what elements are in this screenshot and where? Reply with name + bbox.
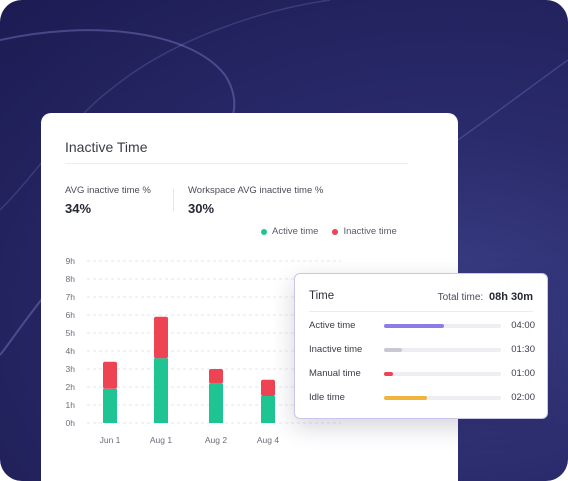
tooltip-row-fill — [384, 396, 428, 400]
y-tick-label: 1h — [66, 400, 76, 410]
y-tick-label: 5h — [66, 328, 76, 338]
tooltip-row: Active time 04:00 — [309, 320, 535, 334]
x-tick-label: Aug 1 — [150, 435, 172, 445]
workspace-avg-inactive-value: 30% — [188, 201, 215, 216]
stat-separator — [173, 189, 174, 211]
bar-segment — [103, 388, 117, 423]
legend-item-active[interactable]: Active time — [261, 226, 318, 237]
card-divider — [65, 163, 408, 164]
legend-dot-inactive — [332, 228, 339, 235]
bar-segment — [103, 361, 117, 389]
tooltip-total: Total time: 08h 30m — [438, 291, 533, 303]
tooltip-row-value: 04:00 — [511, 320, 535, 331]
tooltip-row-fill — [384, 324, 444, 328]
tooltip-row-fill — [384, 372, 394, 376]
bar-segment — [261, 379, 275, 396]
tooltip-row-value: 01:30 — [511, 344, 535, 355]
tooltip-total-label: Total time: — [437, 292, 484, 303]
tooltip-row-label: Inactive time — [309, 344, 363, 355]
tooltip-row-track — [384, 324, 501, 328]
tooltip-row: Manual time 01:00 — [309, 368, 535, 382]
tooltip-row-track — [384, 396, 501, 400]
tooltip-row-fill — [384, 348, 402, 352]
bar-segment — [209, 369, 223, 384]
tooltip-title: Time — [309, 290, 335, 302]
bar-segment — [154, 316, 168, 359]
y-tick-label: 6h — [66, 310, 76, 320]
legend-label-inactive: Inactive time — [343, 226, 397, 237]
tooltip-row: Inactive time 01:30 — [309, 344, 535, 358]
y-tick-label: 7h — [66, 292, 76, 302]
bar-segment — [261, 396, 275, 423]
legend-label-active: Active time — [272, 226, 319, 237]
legend-item-inactive[interactable]: Inactive time — [332, 226, 397, 237]
bar-segment — [154, 358, 168, 423]
tooltip-total-value: 08h 30m — [488, 291, 533, 303]
workspace-avg-inactive-label: Workspace AVG inactive time % — [188, 185, 324, 196]
tooltip-row-track — [384, 372, 501, 376]
y-tick-label: 9h — [66, 256, 76, 266]
avg-inactive-value: 34% — [65, 201, 92, 216]
tooltip-row: Idle time 02:00 — [309, 392, 535, 406]
avg-inactive-label: AVG inactive time % — [65, 185, 151, 196]
tooltip-row-value: 01:00 — [511, 368, 535, 379]
y-tick-label: 0h — [66, 418, 76, 428]
chart-legend: Active time Inactive time — [261, 226, 397, 237]
x-tick-label: Jun 1 — [100, 435, 121, 445]
tooltip-row-value: 02:00 — [511, 392, 535, 403]
legend-dot-active — [261, 228, 267, 235]
tooltip-row-label: Manual time — [309, 368, 361, 379]
tooltip-row-label: Idle time — [309, 392, 345, 403]
tooltip-divider — [309, 311, 533, 312]
bar-segment — [209, 383, 223, 423]
x-tick-label: Aug 2 — [205, 435, 227, 445]
y-tick-label: 2h — [66, 382, 76, 392]
card-title: Inactive Time — [65, 139, 148, 155]
y-tick-label: 3h — [66, 364, 76, 374]
y-tick-label: 8h — [66, 274, 76, 284]
tooltip-row-label: Active time — [309, 320, 356, 331]
x-tick-label: Aug 4 — [257, 435, 279, 445]
y-tick-label: 4h — [66, 346, 76, 356]
time-tooltip: Time Total time: 08h 30m Active time 04:… — [294, 273, 548, 419]
tooltip-row-track — [384, 348, 501, 352]
